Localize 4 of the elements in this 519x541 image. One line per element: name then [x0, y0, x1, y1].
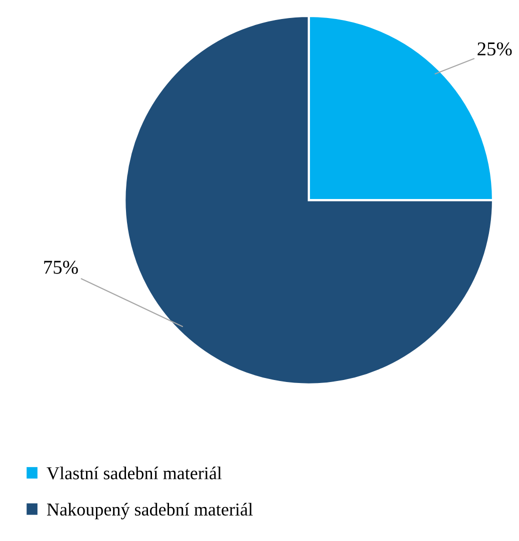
data-label: 75%	[44, 260, 78, 274]
legend-label: Nakoupený sadební materiál	[47, 502, 253, 520]
legend-label: Vlastní sadební materiál	[46, 466, 222, 480]
data-label: 25%	[478, 42, 512, 56]
